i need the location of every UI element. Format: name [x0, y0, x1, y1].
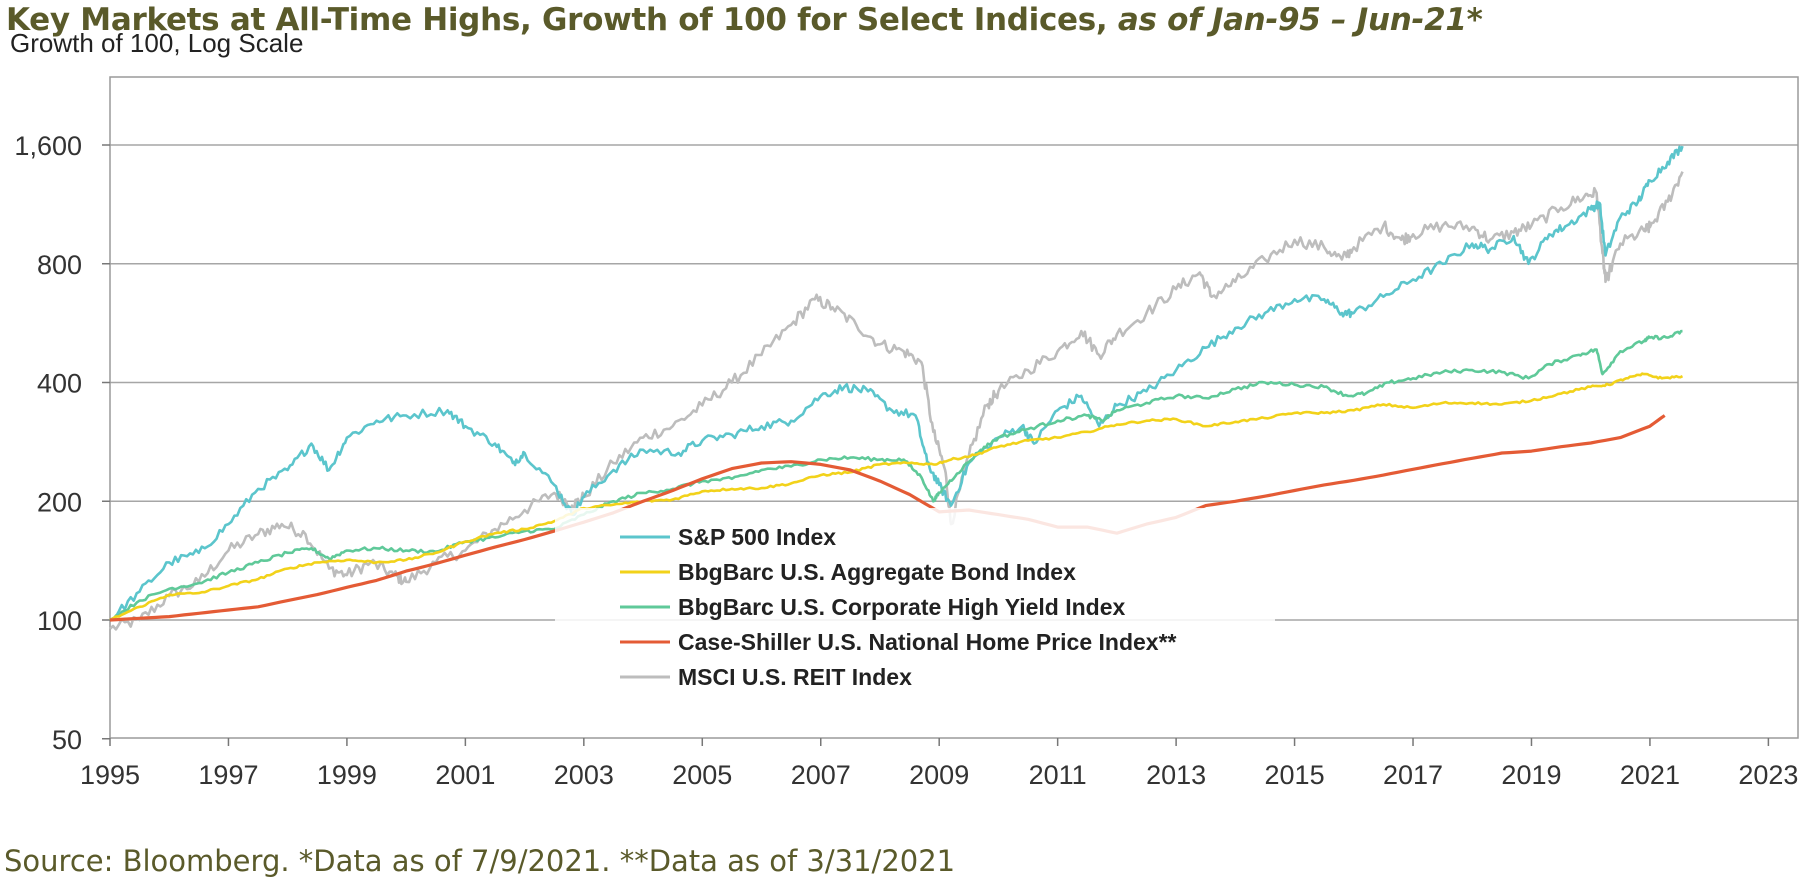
y-tick-label: 200	[37, 487, 82, 517]
gridlines	[110, 144, 1798, 621]
series-line-1	[109, 145, 1684, 622]
y-axis-label: Growth of 100, Log Scale	[10, 28, 304, 58]
x-tick-label: 2019	[1501, 760, 1561, 790]
series-line-4	[109, 414, 1666, 622]
y-tick-label: 100	[37, 606, 82, 636]
x-tick-label: 1999	[317, 760, 377, 790]
x-tick-label: 2011	[1029, 760, 1087, 790]
x-tick-label: 2017	[1383, 760, 1443, 790]
x-tick-label: 2001	[435, 760, 495, 790]
x-tick-label: 2007	[791, 760, 851, 790]
x-tick-label: 2009	[909, 760, 969, 790]
x-tick-label: 2005	[672, 760, 732, 790]
legend-label: S&P 500 Index	[678, 524, 836, 550]
legend-label: MSCI U.S. REIT Index	[678, 664, 912, 690]
y-tick-label: 1,600	[14, 131, 82, 161]
legend-label: BbgBarc U.S. Corporate High Yield Index	[678, 594, 1126, 620]
chart-title-date-range: as of Jan-95 – Jun-21*	[1117, 2, 1483, 38]
x-tick-label: 2003	[554, 760, 614, 790]
x-tick-label: 1997	[198, 760, 258, 790]
series-line-2	[109, 329, 1683, 622]
x-tick-label: 2023	[1738, 760, 1798, 790]
y-tick-label: 50	[52, 725, 82, 755]
legend-background	[555, 508, 1275, 708]
x-tick-label: 2013	[1146, 760, 1206, 790]
legend-label: Case-Shiller U.S. National Home Price In…	[678, 629, 1177, 655]
chart-title-main: Key Markets at All-Time Highs, Growth of…	[6, 2, 1118, 38]
y-tick-label: 800	[37, 250, 82, 280]
legend-label: BbgBarc U.S. Aggregate Bond Index	[678, 559, 1076, 585]
x-tick-label: 1995	[80, 760, 140, 790]
plot-frame	[109, 76, 1799, 739]
series-line-3	[109, 372, 1684, 622]
y-tick-label: 400	[37, 369, 82, 399]
source-note: Source: Bloomberg. *Data as of 7/9/2021.…	[4, 844, 956, 878]
legend: S&P 500 Index BbgBarc U.S. Aggregate Bond…	[555, 508, 1275, 708]
chart-title: Key Markets at All-Time Highs, Growth of…	[6, 0, 1483, 40]
x-tick-label: 2021	[1620, 760, 1680, 790]
series-group	[109, 145, 1684, 631]
axes: 50 100 200 400 800 1,600 1995 1997 1999 2001 2003 2…	[14, 76, 1799, 790]
x-tick-label: 2015	[1265, 760, 1325, 790]
line-chart: 50 100 200 400 800 1,600 1995 1997 1999 2001 2003 2…	[14, 76, 1799, 790]
